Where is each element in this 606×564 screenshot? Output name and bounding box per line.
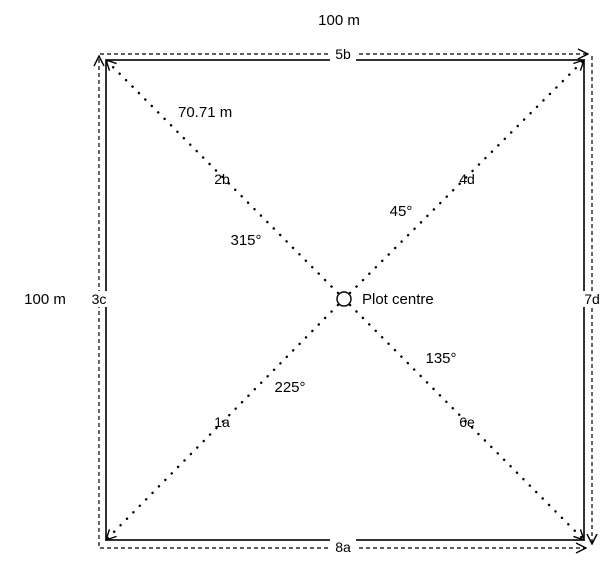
west-transect-label: 3c <box>92 291 107 307</box>
plot-centre-marker <box>336 291 352 307</box>
east-transect-label: 7d <box>584 291 600 307</box>
south-transect-label: 8a <box>335 539 351 555</box>
sw-diagonal-arrow <box>104 303 340 542</box>
sw-transect-label: 1a <box>214 414 230 430</box>
se-transect-label: 6e <box>459 414 475 430</box>
bearing-135-label: 135° <box>425 350 456 367</box>
side-dimension-label: 100 m <box>24 291 66 308</box>
north-transect-label: 5b <box>335 46 351 62</box>
ne-diagonal-arrow <box>348 58 586 295</box>
half-diagonal-label: 70.71 m <box>178 104 232 121</box>
bearing-45-label: 45° <box>390 203 413 220</box>
nw-transect-label: 2b <box>214 171 230 187</box>
top-dimension-label: 100 m <box>318 12 360 29</box>
se-diagonal-arrow <box>348 303 586 542</box>
nw-diagonal-arrow <box>104 58 340 295</box>
bearing-225-label: 225° <box>274 379 305 396</box>
plot-centre-label: Plot centre <box>362 291 434 308</box>
bearing-315-label: 315° <box>230 232 261 249</box>
ne-transect-label: 4d <box>459 171 475 187</box>
